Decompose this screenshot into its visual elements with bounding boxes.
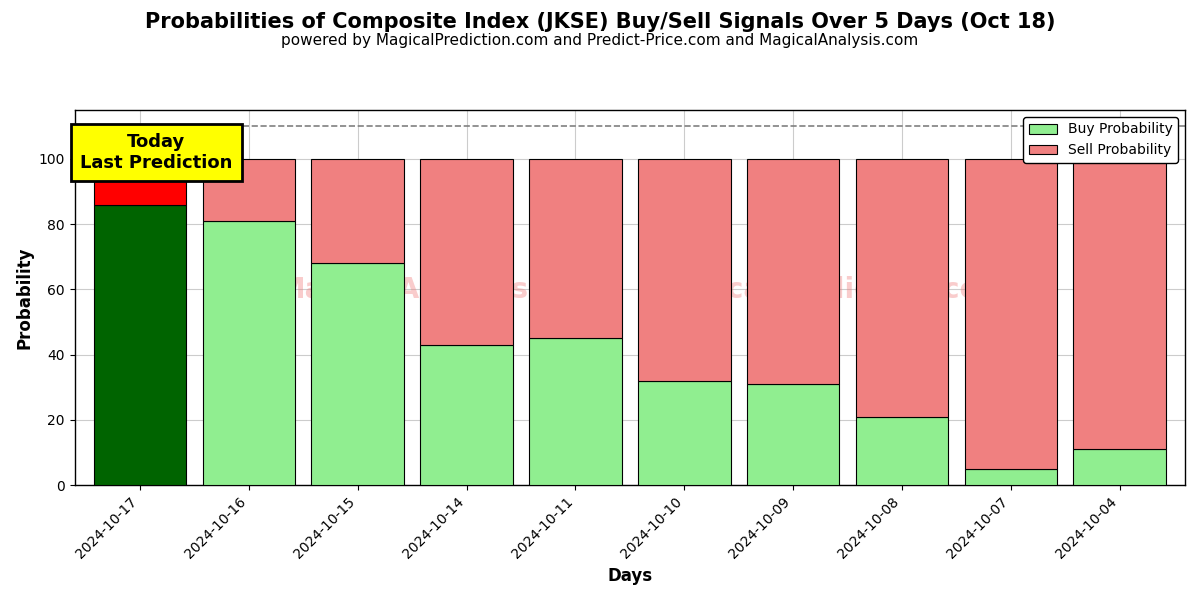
Text: Today
Last Prediction: Today Last Prediction bbox=[80, 133, 233, 172]
Bar bbox=[312, 159, 404, 263]
Bar bbox=[529, 159, 622, 338]
Bar bbox=[420, 345, 512, 485]
Bar bbox=[312, 263, 404, 485]
Bar bbox=[529, 338, 622, 485]
Bar bbox=[94, 205, 186, 485]
Bar bbox=[1074, 449, 1166, 485]
Bar bbox=[1074, 159, 1166, 449]
Bar bbox=[856, 416, 948, 485]
Bar bbox=[965, 469, 1057, 485]
Bar bbox=[746, 159, 839, 384]
Bar bbox=[203, 159, 295, 221]
Bar bbox=[856, 159, 948, 416]
Y-axis label: Probability: Probability bbox=[16, 247, 34, 349]
Bar bbox=[203, 221, 295, 485]
Legend: Buy Probability, Sell Probability: Buy Probability, Sell Probability bbox=[1024, 117, 1178, 163]
Bar bbox=[94, 159, 186, 205]
Text: MagicalAnalysis.com: MagicalAnalysis.com bbox=[278, 276, 604, 304]
Bar bbox=[638, 381, 731, 485]
Bar bbox=[746, 384, 839, 485]
Text: MagicalPrediction.com: MagicalPrediction.com bbox=[652, 276, 1008, 304]
Bar bbox=[638, 159, 731, 381]
Text: powered by MagicalPrediction.com and Predict-Price.com and MagicalAnalysis.com: powered by MagicalPrediction.com and Pre… bbox=[281, 33, 919, 48]
Bar bbox=[965, 159, 1057, 469]
Text: Probabilities of Composite Index (JKSE) Buy/Sell Signals Over 5 Days (Oct 18): Probabilities of Composite Index (JKSE) … bbox=[145, 12, 1055, 32]
X-axis label: Days: Days bbox=[607, 567, 653, 585]
Bar bbox=[420, 159, 512, 345]
